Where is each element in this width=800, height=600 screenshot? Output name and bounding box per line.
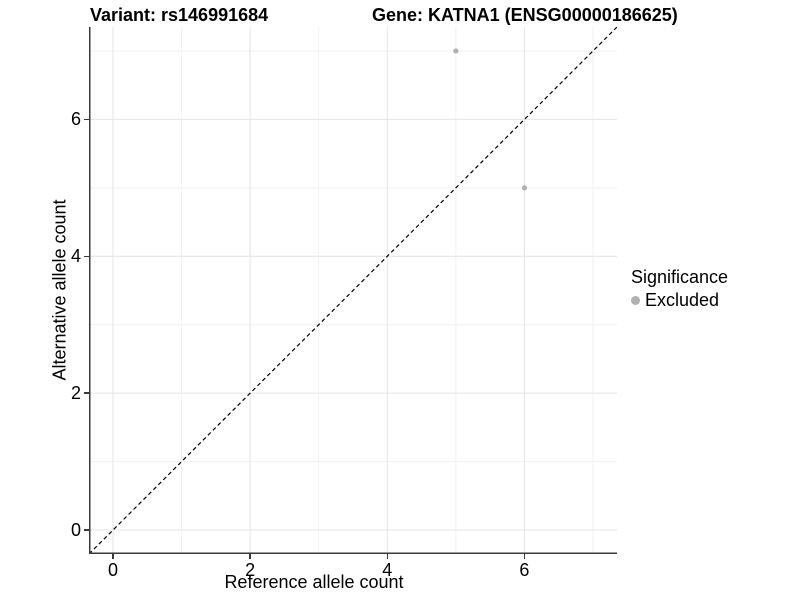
- legend-entry-label: Excluded: [645, 290, 720, 310]
- gene-title: Gene: KATNA1 (ENSG00000186625): [372, 5, 678, 25]
- legend: Significance Excluded: [631, 267, 728, 311]
- data-point: [521, 185, 528, 191]
- x-tick-mark: [112, 554, 114, 559]
- x-tick-mark: [249, 554, 251, 559]
- x-tick-mark: [523, 554, 526, 559]
- y-tick-mark: [84, 529, 89, 531]
- y-tick-mark: [84, 392, 89, 394]
- y-tick-label: 6: [70, 109, 81, 130]
- plot-panel: [89, 27, 617, 554]
- x-tick-mark: [386, 554, 389, 559]
- y-tick-mark: [84, 118, 89, 121]
- excluded-point-swatch-icon: [631, 296, 640, 305]
- y-tick-label: 0: [70, 520, 81, 541]
- plot-canvas: [89, 27, 617, 554]
- x-tick-label: 2: [245, 560, 256, 580]
- x-tick-label: 6: [519, 560, 530, 580]
- y-tick-label: 2: [70, 383, 81, 404]
- x-axis-title: Reference allele count: [224, 572, 404, 592]
- y-tick-label: 4: [70, 246, 81, 267]
- x-tick-label: 4: [382, 560, 393, 580]
- y-axis-title: Alternative allele count: [49, 199, 70, 381]
- x-tick-label: 0: [107, 560, 118, 580]
- legend-title: Significance: [631, 267, 729, 287]
- identity-line: [89, 27, 617, 554]
- legend-entry-excluded: Excluded: [631, 290, 728, 311]
- y-tick-mark: [84, 255, 89, 258]
- data-point: [453, 48, 459, 54]
- variant-title: Variant: rs146991684: [90, 5, 269, 25]
